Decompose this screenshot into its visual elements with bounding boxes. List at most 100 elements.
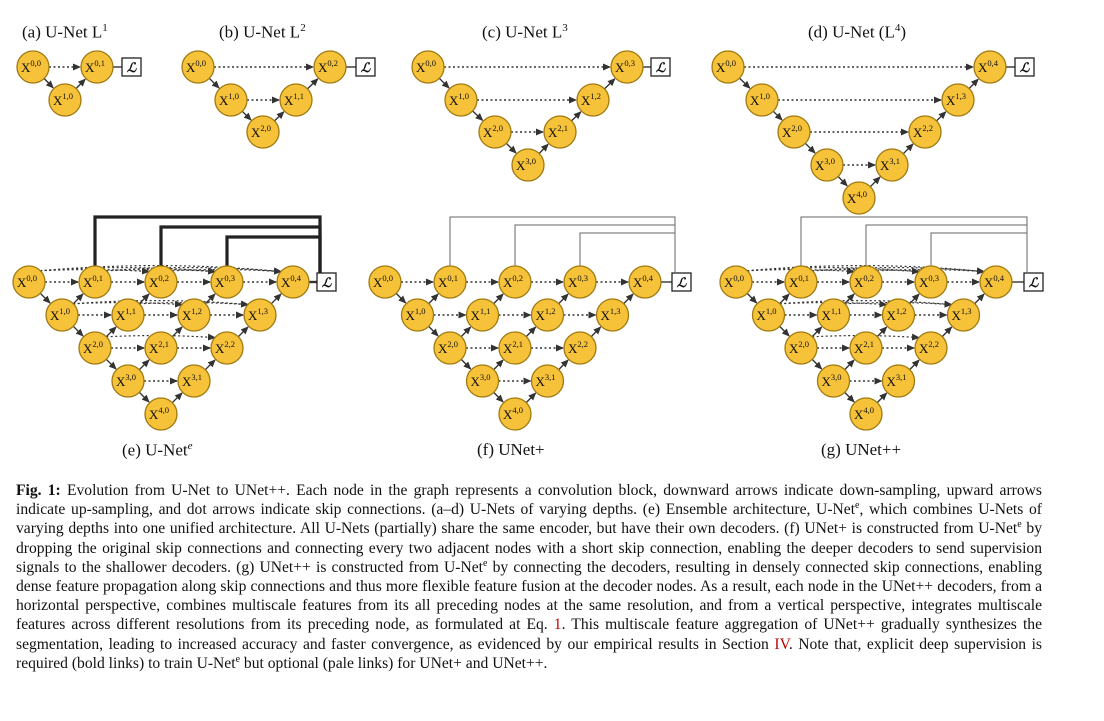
node-x22: X2,2	[914, 331, 948, 365]
svg-text:ℒ: ℒ	[322, 275, 332, 290]
node-x12: X1,2	[177, 298, 211, 332]
deep-supervision-link	[225, 235, 322, 273]
node-x03: X0,3	[610, 50, 644, 84]
dense-skip-arrow	[877, 267, 985, 275]
node-x00: X0,0	[711, 50, 745, 84]
svg-text:ℒ: ℒ	[1020, 60, 1030, 75]
down-sampling-arrow	[395, 292, 407, 304]
up-sampling-arrow	[869, 176, 881, 188]
down-sampling-arrow	[43, 77, 54, 89]
down-sampling-arrow	[72, 325, 84, 337]
up-sampling-arrow	[204, 359, 216, 371]
up-sampling-arrow	[844, 293, 855, 305]
node-x11: X1,1	[111, 298, 145, 332]
up-sampling-arrow	[237, 326, 249, 338]
node-x20: X2,0	[246, 115, 280, 149]
node-x13: X1,3	[941, 83, 975, 117]
down-sampling-arrow	[208, 77, 220, 89]
up-sampling-arrow	[876, 392, 888, 404]
down-sampling-arrow	[844, 391, 855, 403]
loss-box	[1023, 272, 1044, 292]
node-x04: X0,4	[979, 265, 1013, 299]
up-sampling-arrow	[204, 293, 216, 305]
up-sampling-arrow	[902, 143, 914, 155]
node-x01: X0,1	[78, 265, 112, 299]
down-sampling-arrow	[138, 391, 150, 403]
up-sampling-arrow	[273, 111, 285, 122]
panel-title-a: (a) U-Net L1	[22, 22, 108, 42]
node-x30: X3,0	[511, 148, 545, 182]
node-x13: X1,3	[946, 298, 981, 332]
loss-box	[121, 57, 142, 77]
node-x00: X0,0	[12, 265, 46, 299]
node-x31: X3,1	[177, 364, 211, 398]
up-sampling-arrow	[974, 293, 985, 305]
node-x11: X1,1	[465, 298, 500, 332]
up-sampling-arrow	[811, 326, 823, 338]
node-x10: X1,0	[444, 83, 478, 117]
svg-text:ℒ: ℒ	[677, 275, 687, 290]
node-x03: X0,3	[563, 265, 597, 299]
panel-title-f: (f) UNet+	[477, 440, 545, 459]
down-sampling-arrow	[105, 358, 117, 370]
loss-box	[355, 57, 376, 77]
dense-skip-arrow	[106, 267, 282, 275]
down-sampling-arrow	[746, 292, 758, 304]
node-x20: X2,0	[784, 331, 818, 365]
node-x22: X2,2	[908, 115, 942, 149]
up-sampling-arrow	[779, 293, 790, 305]
node-x01: X0,1	[80, 50, 114, 84]
down-sampling-arrow	[438, 77, 450, 89]
up-sampling-arrow	[493, 359, 504, 371]
node-x01: X0,1	[784, 265, 818, 299]
up-sampling-arrow	[525, 392, 537, 404]
dense-skip-arrow	[747, 267, 920, 275]
down-sampling-arrow	[493, 391, 504, 403]
dense-skip-arrow	[812, 267, 985, 275]
down-sampling-arrow	[738, 77, 751, 89]
dense-skip-arrow	[844, 300, 953, 308]
node-x22: X2,2	[210, 331, 244, 365]
node-x00: X0,0	[368, 265, 402, 299]
dense-skip-arrow	[747, 267, 855, 275]
node-x11: X1,1	[279, 83, 313, 117]
node-x03: X0,3	[210, 265, 244, 299]
node-x04: X0,4	[973, 50, 1007, 84]
loss-box	[650, 57, 671, 77]
panel-title-d: (d) U-Net (L4)	[808, 22, 907, 42]
deep-supervision-link	[514, 224, 676, 273]
section-link[interactable]: IV	[774, 635, 789, 653]
up-sampling-arrow	[876, 326, 888, 338]
node-x12: X1,2	[530, 298, 565, 332]
node-x40: X4,0	[144, 397, 178, 431]
up-sampling-arrow	[590, 326, 602, 338]
down-sampling-arrow	[39, 292, 51, 304]
figure-caption: Fig. 1: Evolution from U-Net to UNet++. …	[16, 482, 1043, 672]
up-sampling-arrow	[603, 78, 616, 90]
up-sampling-arrow	[623, 293, 634, 305]
deep-supervision-link	[930, 232, 1028, 273]
down-sampling-arrow	[772, 110, 783, 121]
up-sampling-arrow	[525, 326, 537, 338]
node-x21: X2,1	[498, 331, 532, 365]
up-sampling-arrow	[171, 326, 183, 338]
up-sampling-arrow	[138, 293, 150, 305]
node-x21: X2,1	[849, 331, 883, 365]
node-x04: X0,4	[276, 265, 310, 299]
node-x00: X0,0	[181, 50, 215, 84]
dense-skip-arrow	[40, 267, 216, 275]
dense-skip-arrow	[812, 267, 920, 275]
up-sampling-arrow	[558, 359, 569, 371]
node-x10: X1,0	[214, 83, 248, 117]
deep-supervision-link	[865, 224, 1028, 273]
equation-link[interactable]: 1	[553, 616, 562, 634]
panel-title-g: (g) UNet++	[821, 440, 902, 459]
down-sampling-arrow	[241, 110, 252, 121]
panel-title-b: (b) U-Net L2	[219, 22, 306, 42]
up-sampling-arrow	[570, 111, 582, 122]
node-x30: X3,0	[465, 364, 500, 398]
node-x00: X0,0	[16, 50, 50, 84]
up-sampling-arrow	[558, 293, 569, 305]
node-x00: X0,0	[411, 50, 445, 84]
node-x31: X3,1	[881, 364, 916, 398]
